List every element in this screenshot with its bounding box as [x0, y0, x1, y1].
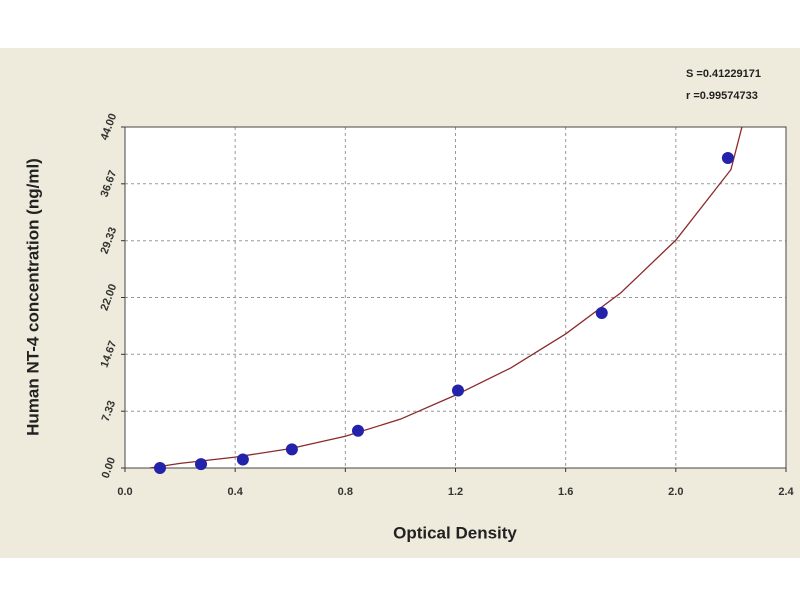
data-point [721, 152, 734, 164]
data-point [285, 443, 298, 456]
data-point [595, 307, 608, 319]
x-tick-label: 1.2 [448, 486, 463, 498]
y-axis-title: Human NT-4 concentration (ng/ml) [23, 158, 42, 436]
data-point [153, 462, 166, 474]
x-tick-label: 0.4 [228, 486, 244, 498]
x-tick-label: 2.0 [668, 486, 683, 498]
data-point [451, 384, 464, 397]
x-axis-title: Optical Density [393, 523, 517, 542]
x-tick-label: 0.0 [117, 486, 132, 498]
annotation: r =0.99574733 [686, 90, 758, 102]
x-tick-label: 2.4 [778, 486, 794, 498]
x-tick-label: 0.8 [338, 486, 353, 498]
data-point [236, 453, 249, 466]
data-point [195, 458, 208, 471]
data-point [352, 424, 365, 437]
annotation: S =0.41229171 [686, 68, 761, 80]
x-tick-label: 1.6 [558, 486, 573, 498]
plot-border [124, 126, 787, 469]
